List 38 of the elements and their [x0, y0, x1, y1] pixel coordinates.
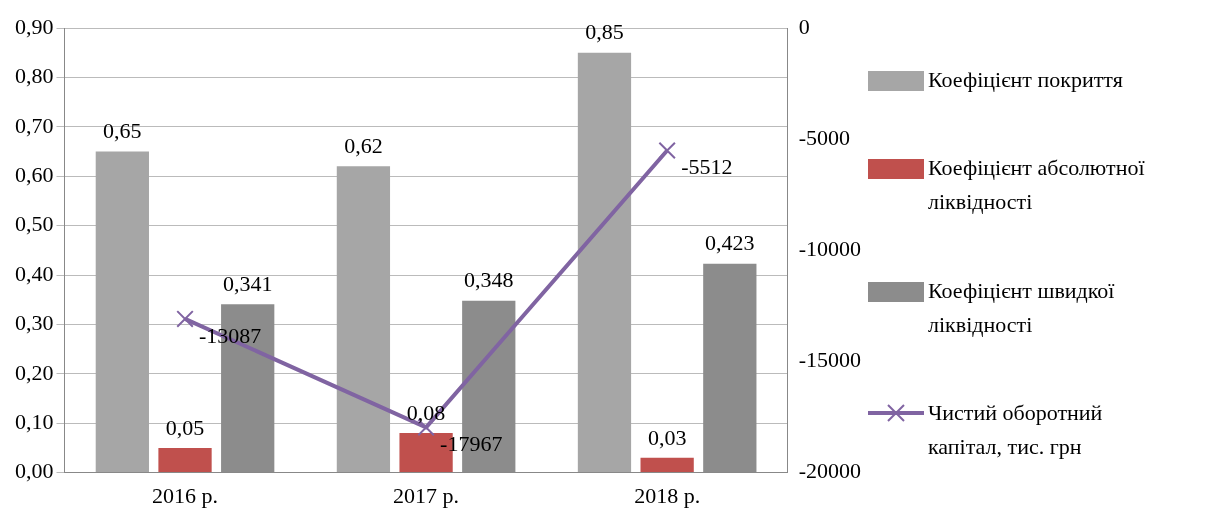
- data-label: 0,341: [222, 270, 273, 296]
- y-tick-label: 0,60: [15, 161, 54, 187]
- legend-label: Коефіцієнт покриття: [928, 66, 1124, 95]
- data-label: 0,85: [585, 19, 624, 45]
- legend-label: Коефіцієнт абсолютної ліквідності: [928, 154, 1146, 217]
- bar: [577, 52, 632, 473]
- data-label: 0,62: [344, 133, 383, 159]
- bar: [640, 457, 694, 473]
- x-tick-label: 2017 р.: [393, 482, 460, 508]
- y-tick-label: 0,50: [15, 211, 54, 237]
- y-tick-label: 0,70: [15, 112, 54, 138]
- data-label: 0,423: [705, 230, 755, 256]
- point: [658, 141, 676, 160]
- data-label: 0,348: [464, 267, 514, 293]
- x-tick-label: 2018 р.: [634, 482, 701, 508]
- data-label: 0,05: [165, 414, 205, 440]
- data-label: 0,65: [103, 118, 142, 144]
- y-tick-label: 0,80: [15, 63, 54, 89]
- y-tick-label: 0,30: [15, 310, 54, 336]
- y-tick-label: 0,90: [15, 13, 54, 39]
- y-tick-label: 0,40: [15, 260, 54, 286]
- data-label: -5512: [681, 154, 733, 180]
- y2-tick-label: 0: [798, 13, 810, 39]
- y2-tick-label: -10000: [798, 236, 861, 262]
- y2-tick-label: -15000: [798, 347, 861, 373]
- legend-label: Чистий оборотний капітал, тис. грн: [928, 398, 1104, 461]
- bar: [95, 151, 149, 473]
- y-tick-label: 0,10: [15, 408, 54, 434]
- bar: [158, 447, 212, 473]
- y-tick-label: 0,20: [15, 359, 54, 385]
- x-tick-label: 2016 р.: [152, 482, 219, 508]
- y2-tick-label: -20000: [798, 458, 861, 484]
- point: [176, 310, 194, 328]
- y2-tick-label: -5000: [798, 124, 850, 150]
- y-tick-label: 0,00: [15, 458, 54, 484]
- legend-label: Коефіцієнт швидкої ліквідності: [928, 276, 1116, 339]
- data-label: 0,03: [647, 424, 687, 450]
- bar: [336, 166, 391, 473]
